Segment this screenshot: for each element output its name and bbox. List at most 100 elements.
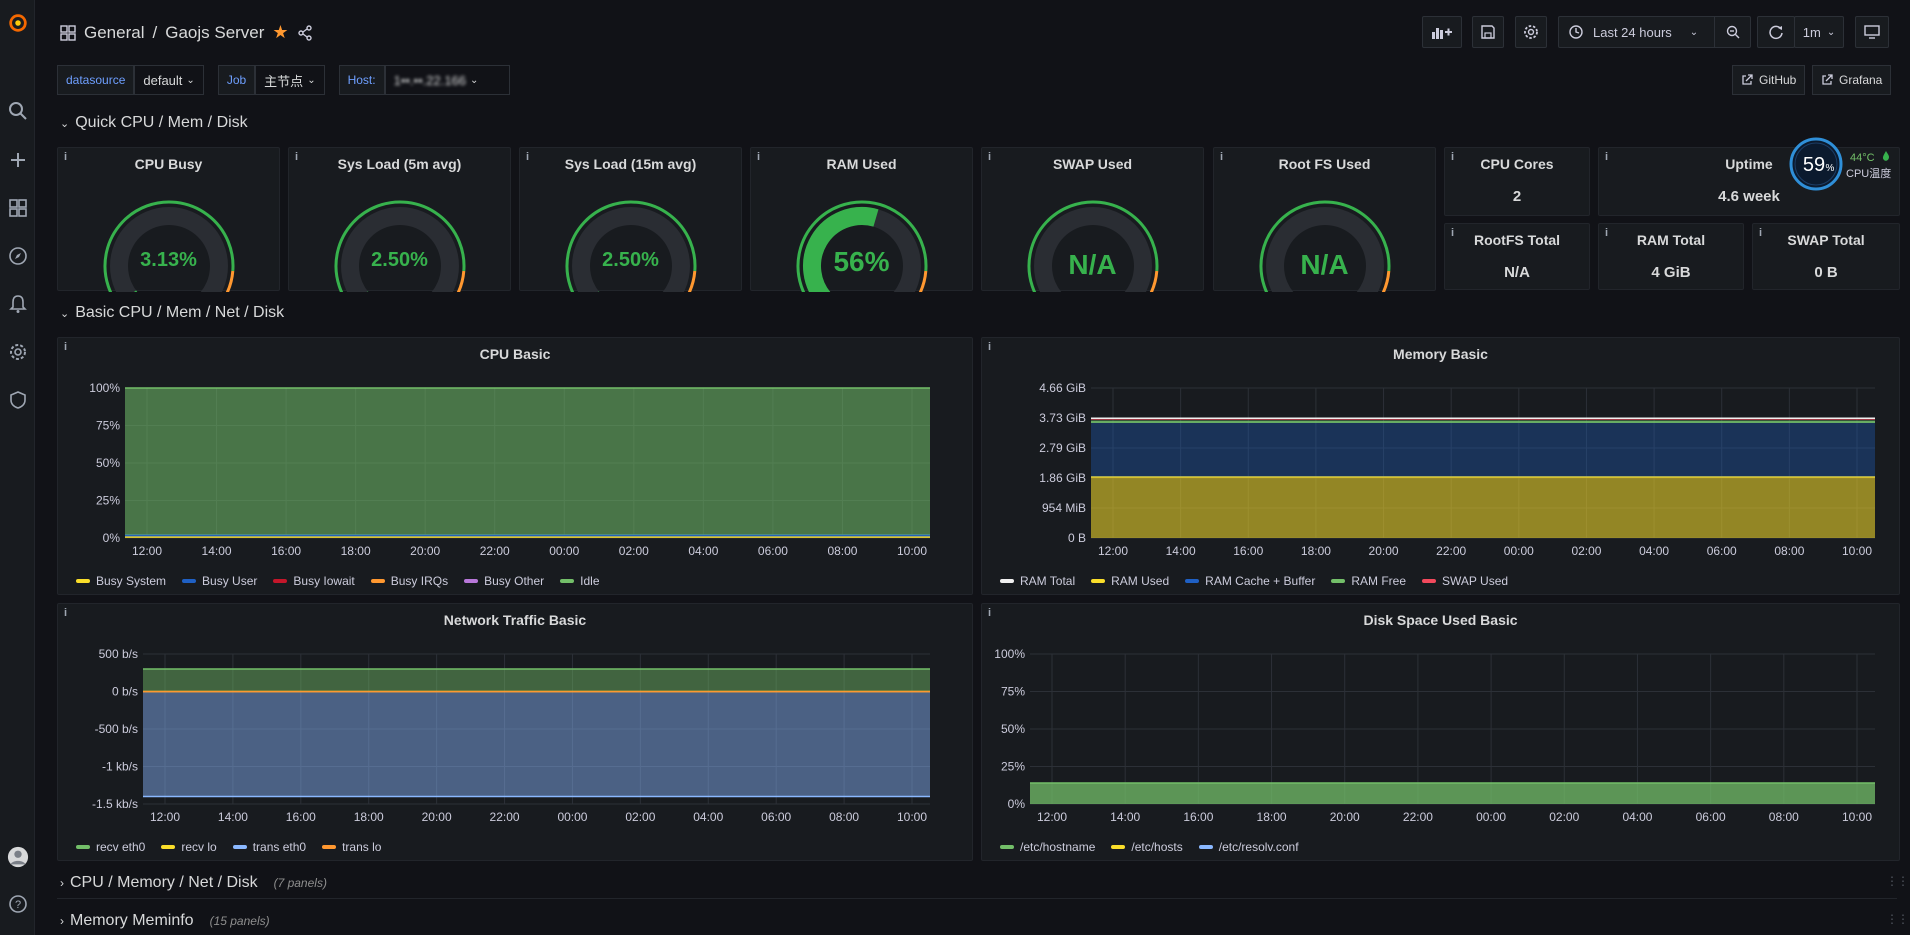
alert-bell-icon[interactable] bbox=[7, 293, 29, 315]
row-header-memory-meminfo[interactable]: › Memory Meminfo (15 panels) bbox=[60, 912, 270, 930]
stat-panel-swap-total[interactable]: i SWAP Total 0 B bbox=[1752, 223, 1900, 290]
grafana-link[interactable]: Grafana bbox=[1812, 65, 1892, 95]
gear-icon bbox=[1524, 25, 1538, 39]
legend-item[interactable]: /etc/hostname bbox=[1000, 840, 1095, 854]
y-tick-label: 500 b/s bbox=[99, 647, 138, 661]
legend-label: Busy Iowait bbox=[293, 574, 355, 588]
breadcrumb: General / Gaojs Server ★ bbox=[60, 22, 313, 43]
threshold-arc-orange bbox=[225, 270, 235, 292]
row-header-quick[interactable]: ⌄ Quick CPU / Mem / Disk bbox=[60, 114, 248, 132]
refresh-interval-picker[interactable]: 1m ⌄ bbox=[1794, 16, 1844, 48]
stat-panel-cpu-cores[interactable]: i CPU Cores 2 bbox=[1444, 147, 1590, 216]
tv-mode-button[interactable] bbox=[1855, 16, 1889, 48]
timeseries-panel-0[interactable]: i CPU Basic 100% 75% 50% 25% 0% 12:00 14:00 16:00… bbox=[57, 337, 973, 595]
legend-item[interactable]: SWAP Used bbox=[1422, 574, 1508, 588]
row-header-cpu-memory-net-disk[interactable]: › CPU / Memory / Net / Disk (7 panels) bbox=[60, 874, 327, 892]
stat-panel-ram-total[interactable]: i RAM Total 4 GiB bbox=[1598, 223, 1744, 290]
chart-svg[interactable]: 500 b/s 0 b/s -500 b/s -1 kb/s -1.5 kb/s 12:0… bbox=[58, 604, 974, 862]
x-tick-label: 06:00 bbox=[758, 544, 788, 558]
share-icon[interactable] bbox=[297, 24, 313, 41]
shield-icon[interactable] bbox=[7, 389, 29, 411]
gauge-panel-0[interactable]: i CPU Busy 3.13% bbox=[57, 147, 280, 292]
user-avatar-icon[interactable] bbox=[7, 846, 29, 868]
timeseries-panel-3[interactable]: i Disk Space Used Basic 100% 75% 50% 25% 0% 12:… bbox=[981, 603, 1900, 861]
legend-item[interactable]: /etc/hosts bbox=[1111, 840, 1183, 854]
info-icon[interactable]: i bbox=[64, 341, 68, 353]
plus-icon[interactable] bbox=[7, 149, 29, 171]
info-icon[interactable]: i bbox=[1759, 227, 1763, 239]
x-tick-label: 00:00 bbox=[1476, 810, 1506, 824]
info-icon[interactable]: i bbox=[1451, 151, 1455, 163]
dashboard-settings-button[interactable] bbox=[1515, 16, 1547, 48]
stat-panel-uptime[interactable]: i Uptime 4.6 week bbox=[1598, 147, 1900, 216]
legend-item[interactable]: RAM Total bbox=[1000, 574, 1075, 588]
area-recv-eth0 bbox=[143, 669, 930, 692]
settings-gear-icon[interactable] bbox=[7, 341, 29, 363]
info-icon[interactable]: i bbox=[988, 151, 992, 163]
github-link[interactable]: GitHub bbox=[1732, 65, 1806, 95]
legend-item[interactable]: trans eth0 bbox=[232, 840, 306, 854]
legend-item[interactable]: Busy System bbox=[76, 574, 166, 588]
info-icon[interactable]: i bbox=[526, 151, 530, 163]
info-icon[interactable]: i bbox=[1605, 227, 1609, 239]
chart-svg[interactable]: 4.66 GiB 3.73 GiB 2.79 GiB 1.86 GiB 954 MiB 0… bbox=[982, 338, 1901, 596]
explore-compass-icon[interactable] bbox=[7, 245, 29, 267]
legend-item[interactable]: RAM Used bbox=[1091, 574, 1169, 588]
info-icon[interactable]: i bbox=[1220, 151, 1224, 163]
y-tick-label: 25% bbox=[96, 494, 120, 508]
variable-select-host[interactable]: 1••.••.22.166 ⌄ bbox=[384, 65, 510, 95]
drag-handle-icon[interactable]: ⋮⋮ bbox=[1886, 874, 1909, 888]
info-icon[interactable]: i bbox=[1605, 151, 1609, 163]
info-icon[interactable]: i bbox=[988, 341, 992, 353]
cpu-temperature-widget[interactable]: 59 % 44°C CPU温度 bbox=[1788, 135, 1910, 193]
legend-item[interactable]: Busy Iowait bbox=[273, 574, 355, 588]
legend-item[interactable]: recv eth0 bbox=[76, 840, 145, 854]
info-icon[interactable]: i bbox=[64, 607, 68, 619]
y-tick-label: 0 b/s bbox=[112, 685, 138, 699]
row-header-basic[interactable]: ⌄ Basic CPU / Mem / Net / Disk bbox=[60, 304, 284, 322]
dashboards-icon[interactable] bbox=[7, 197, 29, 219]
info-icon[interactable]: i bbox=[295, 151, 299, 163]
info-icon[interactable]: i bbox=[757, 151, 761, 163]
svg-text:?: ? bbox=[15, 899, 21, 911]
refresh-button[interactable] bbox=[1757, 16, 1795, 48]
gauge-panel-4[interactable]: i SWAP Used N/A bbox=[981, 147, 1204, 292]
gauge-panel-5[interactable]: i Root FS Used N/A bbox=[1213, 147, 1436, 292]
variable-select-job[interactable]: 主节点 ⌄ bbox=[255, 65, 325, 95]
time-range-picker[interactable]: Last 24 hours ⌄ bbox=[1558, 16, 1751, 48]
chart-svg[interactable]: 100% 75% 50% 25% 0% 12:00 14:00 16:00 18:00 20:00… bbox=[58, 338, 974, 596]
info-icon[interactable]: i bbox=[64, 151, 68, 163]
info-icon[interactable]: i bbox=[988, 607, 992, 619]
add-panel-button[interactable] bbox=[1422, 16, 1462, 48]
panel-title: SWAP Used bbox=[1052, 156, 1133, 172]
cpu-temperature: 44°C bbox=[1850, 152, 1875, 164]
legend-item[interactable]: Idle bbox=[560, 574, 600, 588]
breadcrumb-folder[interactable]: General bbox=[84, 22, 145, 42]
legend-item[interactable]: Busy Other bbox=[464, 574, 544, 588]
variable-select-datasource[interactable]: default ⌄ bbox=[134, 65, 204, 95]
save-dashboard-button[interactable] bbox=[1472, 16, 1504, 48]
legend-item[interactable]: recv lo bbox=[161, 840, 217, 854]
legend-item[interactable]: trans lo bbox=[322, 840, 381, 854]
legend-item[interactable]: Busy IRQs bbox=[370, 574, 448, 588]
timeseries-panel-1[interactable]: i Memory Basic 4.66 GiB 3.73 GiB 2.79 GiB 1.8… bbox=[981, 337, 1900, 595]
chart-svg[interactable]: 100% 75% 50% 25% 0% 12:00 14:00 16:00 18:00 20:00… bbox=[982, 604, 1901, 862]
grafana-logo-icon[interactable] bbox=[7, 12, 29, 34]
legend-item[interactable]: RAM Free bbox=[1331, 574, 1406, 588]
row-bar-cpu-memory-net-disk[interactable] bbox=[57, 867, 1897, 899]
zoom-out-button[interactable] bbox=[1714, 17, 1750, 47]
search-icon[interactable] bbox=[7, 100, 29, 122]
help-icon[interactable]: ? bbox=[7, 893, 29, 915]
info-icon[interactable]: i bbox=[1451, 227, 1455, 239]
dashboard-title[interactable]: Gaojs Server bbox=[165, 22, 265, 42]
legend-item[interactable]: /etc/resolv.conf bbox=[1198, 840, 1299, 854]
stat-panel-rootfs-total[interactable]: i RootFS Total N/A bbox=[1444, 223, 1590, 290]
star-icon[interactable]: ★ bbox=[272, 22, 289, 42]
gauge-panel-1[interactable]: i Sys Load (5m avg) 2.50% bbox=[288, 147, 511, 292]
drag-handle-icon[interactable]: ⋮⋮ bbox=[1886, 912, 1909, 926]
legend-item[interactable]: Busy User bbox=[182, 574, 257, 588]
gauge-panel-3[interactable]: i RAM Used 56% bbox=[750, 147, 973, 292]
gauge-panel-2[interactable]: i Sys Load (15m avg) 2.50% bbox=[519, 147, 742, 292]
timeseries-panel-2[interactable]: i Network Traffic Basic 500 b/s 0 b/s -500 b… bbox=[57, 603, 973, 861]
legend-item[interactable]: RAM Cache + Buffer bbox=[1185, 574, 1315, 588]
